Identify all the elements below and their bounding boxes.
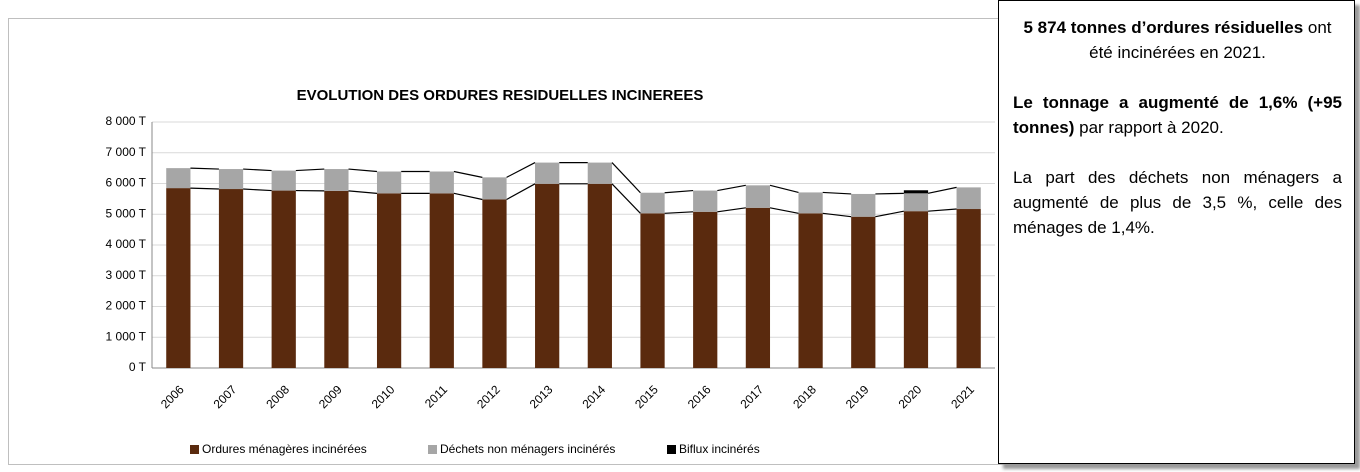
bar-segment — [640, 192, 665, 214]
bar-segment — [166, 168, 191, 189]
bar-segment — [482, 177, 507, 200]
text: La part des déchets non ménagers a augme… — [1013, 168, 1342, 237]
series-line — [453, 170, 483, 178]
y-tick-label: 0 T — [129, 360, 147, 374]
series-line — [664, 189, 694, 194]
bar-segment — [324, 190, 349, 368]
text-box: 5 874 tonnes d’ordures résiduelles ont é… — [998, 0, 1355, 464]
bar-segment — [429, 193, 454, 368]
bar-segment — [851, 216, 876, 368]
series-line — [769, 184, 799, 193]
text: ont été incinérées en 2021. — [1089, 18, 1332, 62]
bar-segment — [903, 193, 929, 212]
y-tick-label: 1 000 T — [106, 329, 147, 343]
y-tick-label: 2 000 T — [106, 299, 147, 313]
bar-segment — [218, 189, 244, 368]
bar-segment — [376, 193, 402, 368]
bar-segment — [693, 211, 718, 368]
series-line — [664, 211, 694, 214]
series-line — [506, 162, 536, 178]
y-tick-label: 8 000 T — [106, 114, 147, 128]
series-line — [348, 190, 378, 194]
legend-swatch — [428, 445, 437, 454]
series-line — [717, 184, 746, 192]
series-line — [243, 188, 272, 192]
bar-segment — [324, 169, 349, 191]
bar-segment — [535, 162, 560, 184]
series-line — [506, 183, 536, 201]
bar-segment — [166, 188, 191, 368]
series-line — [190, 167, 219, 170]
series-line — [928, 208, 957, 212]
bar-segment — [903, 190, 929, 194]
bold-text: 5 874 tonnes d’ordures résiduelles — [1023, 18, 1304, 37]
legend-label: Ordures ménagères incinérées — [202, 442, 367, 456]
legend-swatch — [190, 445, 199, 454]
series-line — [611, 183, 641, 214]
series-line — [717, 207, 746, 213]
series-line — [611, 162, 641, 194]
y-tick-label: 7 000 T — [106, 145, 147, 159]
series-line — [769, 207, 799, 214]
series-line — [348, 168, 378, 173]
series-line — [875, 210, 904, 218]
bar-segment — [587, 162, 612, 184]
y-tick-label: 3 000 T — [106, 268, 147, 282]
bar-segment — [851, 193, 876, 217]
bar-segment — [956, 187, 981, 210]
bar-segment — [693, 190, 718, 212]
legend-label: Biflux incinérés — [679, 442, 760, 456]
bar-segment — [429, 171, 454, 194]
series-line — [875, 192, 904, 195]
series-line — [190, 187, 219, 190]
text: par rapport à 2020. — [1074, 118, 1224, 137]
legend-label: Déchets non ménagers incinérés — [440, 442, 615, 456]
bar-segment — [376, 171, 402, 194]
bar-segment — [271, 170, 296, 191]
y-tick-label: 5 000 T — [106, 206, 147, 220]
paragraph: La part des déchets non ménagers a augme… — [1013, 165, 1342, 240]
bar-segment — [640, 213, 665, 368]
bar-segment — [271, 190, 296, 368]
bar-segment — [218, 169, 244, 190]
paragraph: Le tonnage a augmenté de 1,6% (+95 tonne… — [1013, 90, 1342, 140]
chart-title: EVOLUTION DES ORDURES RESIDUELLES INCINE… — [297, 87, 704, 104]
y-tick-label: 6 000 T — [106, 176, 147, 190]
bar-segment — [745, 185, 771, 208]
bar-segment — [903, 211, 929, 368]
bar-segment — [587, 183, 612, 368]
bar-segment — [745, 207, 771, 368]
series-line — [243, 168, 272, 172]
legend-swatch — [667, 445, 676, 454]
bar-segment — [956, 209, 981, 368]
y-tick-label: 4 000 T — [106, 237, 147, 251]
bar-segment — [798, 192, 823, 214]
series-line — [927, 186, 957, 194]
bar-segment — [535, 183, 560, 368]
bar-segment — [798, 213, 823, 368]
bold-text: Le tonnage a augmenté de 1,6% (+95 tonne… — [1013, 93, 1342, 137]
series-line — [822, 212, 852, 218]
series-line — [295, 168, 325, 172]
series-line — [453, 192, 483, 201]
bar-segment — [482, 199, 507, 368]
series-line — [822, 191, 852, 195]
paragraph: 5 874 tonnes d’ordures résiduelles ont é… — [1013, 15, 1342, 65]
